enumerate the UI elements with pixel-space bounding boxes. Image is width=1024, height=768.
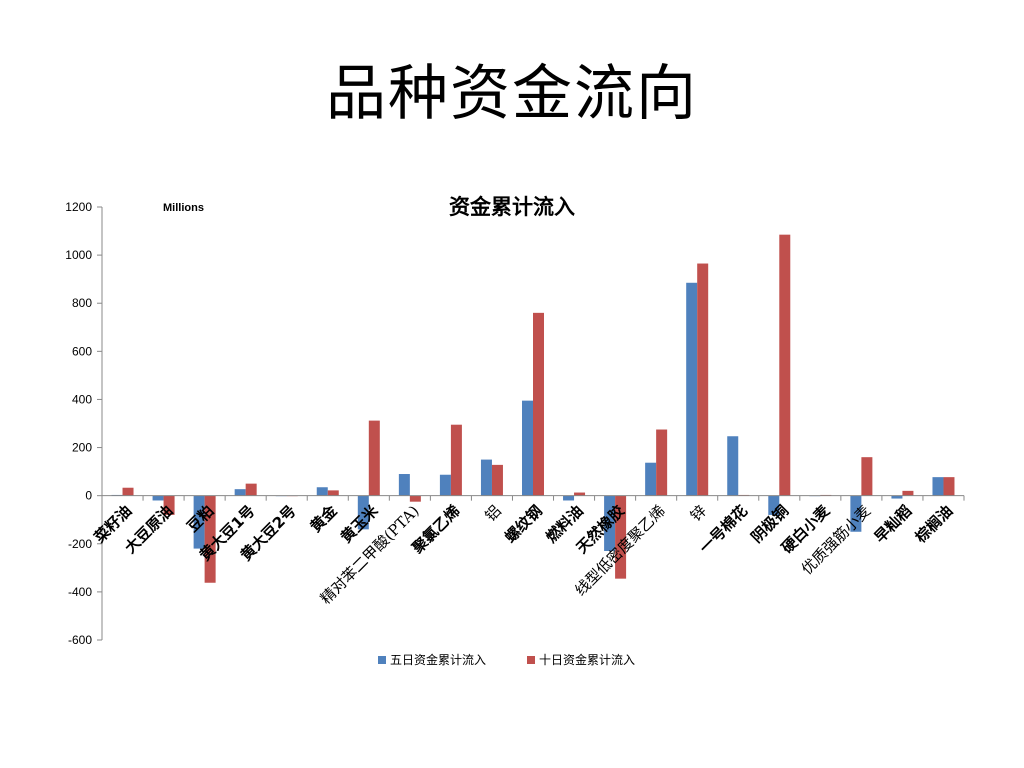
legend-swatch-series-2: [527, 656, 535, 664]
bar-series-1: [398, 474, 410, 496]
bar-series-1: [604, 495, 616, 551]
bar-series-1: [727, 436, 739, 496]
slide-title: 品种资金流向: [326, 59, 698, 129]
bar-series-1: [316, 487, 328, 496]
bar-series-2: [697, 263, 709, 496]
bar-series-2: [943, 477, 955, 496]
bar-series-2: [861, 457, 873, 496]
bar-series-2: [615, 495, 627, 579]
bar-series-1: [686, 282, 698, 496]
category-label: 黄金: [307, 501, 342, 536]
bar-series-1: [357, 495, 369, 530]
bar-series-2: [204, 495, 216, 583]
category-label: 锌: [687, 502, 710, 525]
bar-series-2: [902, 490, 914, 496]
category-label: 棕榈油: [912, 502, 957, 547]
category-label: 螺纹钢: [501, 502, 546, 547]
y-tick-label: 800: [72, 296, 92, 310]
y-tick-label: 1000: [65, 248, 92, 262]
bars: [111, 234, 955, 583]
bar-series-1: [234, 489, 246, 496]
bar-series-1: [645, 462, 657, 496]
unit-label: Millions: [163, 202, 204, 214]
bar-series-1: [439, 474, 451, 496]
y-tick-label: -400: [68, 585, 92, 599]
bar-series-2: [656, 429, 668, 496]
bar-series-2: [163, 495, 175, 515]
legend: 五日资金累计流入 十日资金累计流入: [378, 652, 635, 667]
category-label: 铝: [481, 502, 504, 525]
bar-series-2: [533, 312, 544, 496]
bar-series-1: [891, 495, 903, 499]
bar-series-2: [779, 234, 791, 496]
bar-series-1: [850, 495, 862, 532]
category-label: 早籼稻: [871, 502, 916, 547]
bar-series-2: [491, 464, 503, 496]
bar-series-2: [409, 495, 421, 502]
bar-series-2: [574, 492, 586, 496]
bar-series-1: [522, 400, 533, 496]
bar-series-1: [152, 495, 164, 501]
x-axis: [101, 495, 965, 501]
legend-swatch-series-1: [378, 656, 386, 664]
bar-series-1: [768, 495, 780, 515]
bar-series-1: [932, 477, 944, 496]
legend-label-series-1: 五日资金累计流入: [390, 652, 486, 667]
y-tick-label: -600: [68, 633, 92, 647]
y-tick-label: 200: [72, 441, 92, 455]
bar-series-1: [480, 459, 492, 496]
y-tick-label: 0: [85, 489, 92, 503]
y-tick-label: 1200: [65, 200, 92, 214]
legend-label-series-2: 十日资金累计流入: [539, 652, 635, 667]
bar-series-1: [193, 495, 205, 549]
bar-series-2: [245, 483, 257, 496]
bar-series-2: [368, 420, 380, 496]
bar-series-2: [450, 424, 462, 496]
y-tick-label: 400: [72, 392, 92, 406]
bar-series-2: [327, 490, 339, 496]
y-axis: -600 -400 -200 0 200 400 600 800 1000 1200: [65, 200, 103, 647]
bar-series-1: [563, 495, 575, 501]
y-tick-label: 600: [72, 344, 92, 358]
chart-title: 资金累计流入: [449, 195, 575, 219]
category-labels: 菜籽油大豆原油 豆粕黄大豆1号黄大豆2号 黄金黄玉米精对苯二甲酸(PTA)聚氯乙烯铝…: [90, 501, 956, 608]
y-tick-label: -200: [68, 537, 92, 551]
bar-series-2: [122, 487, 134, 496]
